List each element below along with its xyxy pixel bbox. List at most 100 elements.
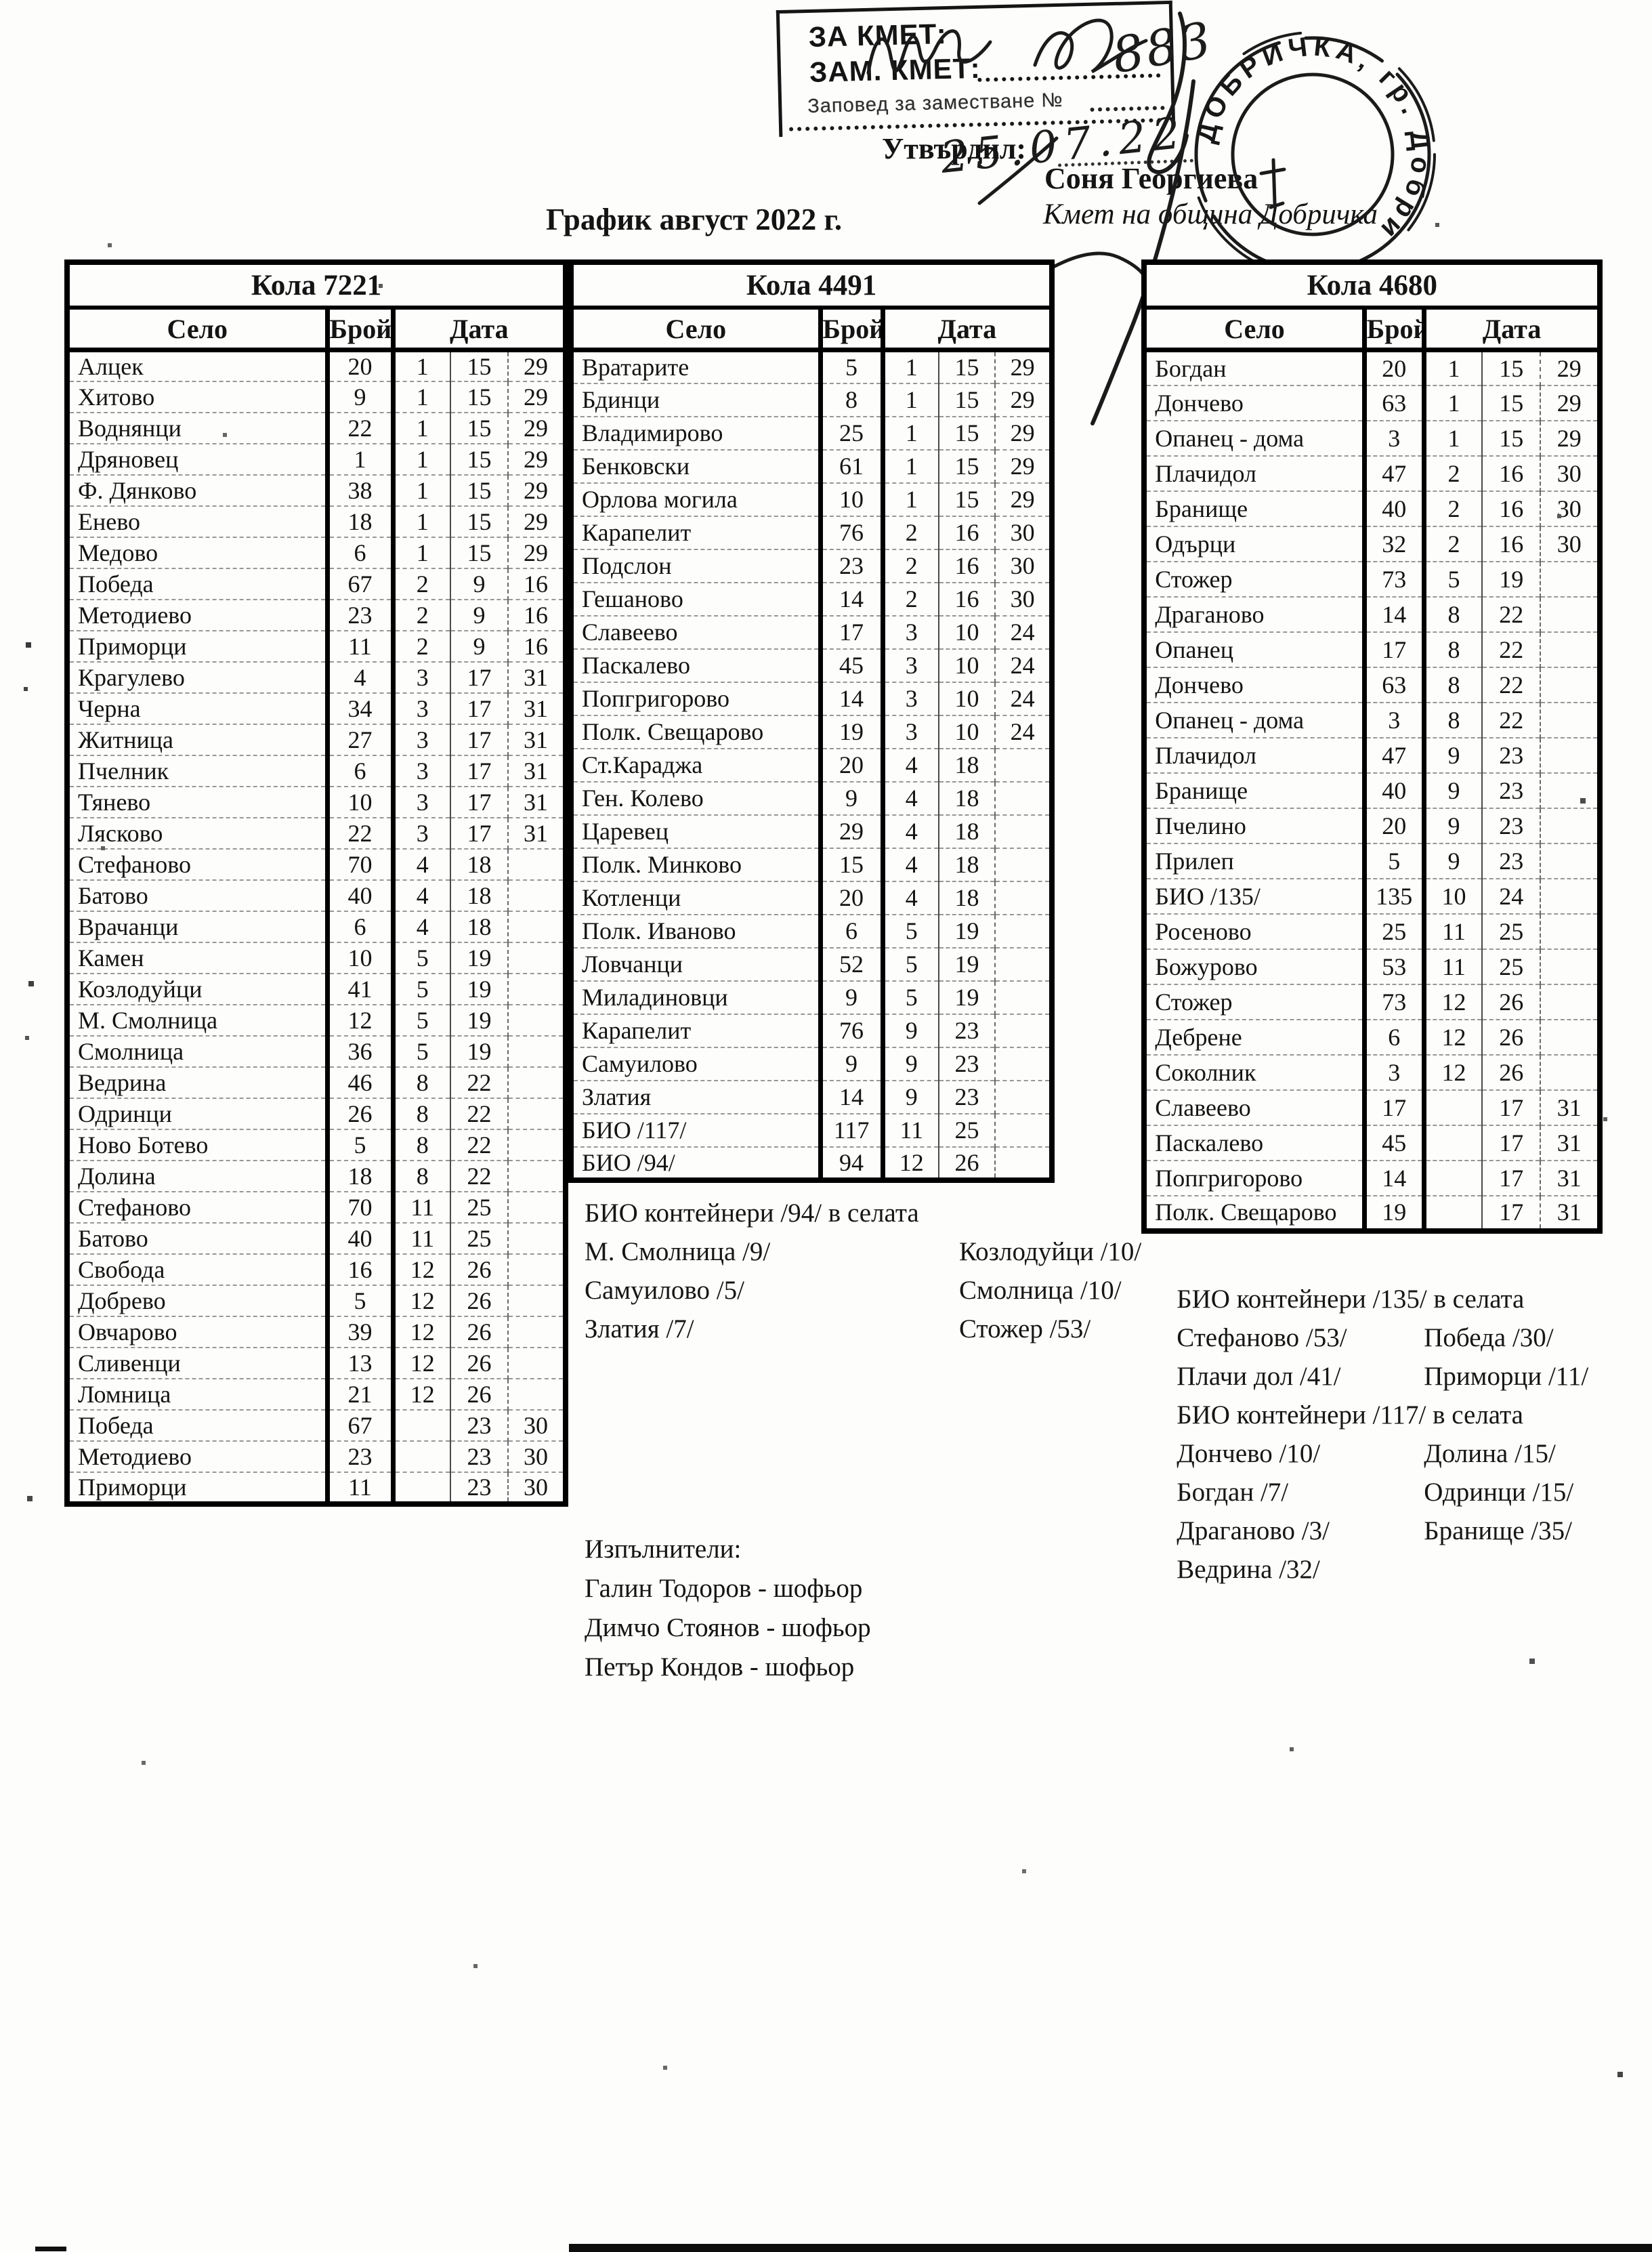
village-cell: Царевец (571, 814, 823, 848)
village-cell: Полк. Свещарово (1144, 1194, 1367, 1231)
table-row: БИО /135/135 10 24 (1144, 877, 1601, 914)
count-cell: 5 (327, 1129, 396, 1161)
table-row: Подслон 23 2 16 30 (571, 548, 1053, 583)
date2-cell: 23 (450, 1440, 509, 1472)
date2-cell: 15 (939, 415, 996, 450)
table-row: Карапелит 76 2 16 30 (571, 515, 1053, 549)
count-cell: 67 (327, 568, 396, 600)
date1-cell: 1 (883, 382, 940, 417)
column-header-count: Брой (820, 308, 885, 352)
date1-cell: 4 (883, 814, 940, 848)
column-header-count: Брой (327, 308, 396, 352)
date1-cell: 4 (883, 880, 940, 915)
note-heading: БИО контейнери /135/ в селата (1177, 1284, 1525, 1314)
count-cell: 29 (820, 814, 885, 848)
date2-cell: 22 (1482, 701, 1542, 738)
table-row: Воднянци 22 1 15 29 (67, 412, 566, 444)
date1-cell: 3 (393, 817, 451, 849)
column-header-date: Дата (393, 308, 566, 352)
date3-cell: 30 (995, 548, 1053, 583)
count-cell: 40 (1364, 772, 1426, 808)
table-row: Врачанци 6 4 18 (67, 911, 566, 942)
village-cell: Бранище (1144, 772, 1367, 808)
approved-label: Утвърдил: (882, 132, 1027, 165)
table-row: Методиево 23 2 9 16 (67, 599, 566, 631)
table-title: Кола 4491 (571, 262, 1053, 310)
table-row: Дончево 63 1 15 29 (1144, 384, 1601, 421)
date1-cell: 5 (393, 973, 451, 1005)
date3-cell: 31 (1540, 1194, 1601, 1231)
village-cell: Стефаново (67, 1191, 330, 1223)
date3-cell (508, 911, 566, 942)
date3-cell: 31 (508, 692, 566, 724)
table-row: Гешаново 14 2 16 30 (571, 581, 1053, 616)
note-pair-row: Дончево /10/Долина /15/ (1177, 1434, 1603, 1473)
table-row: Стефаново 70 11 25 (67, 1191, 566, 1223)
table-row: Бдинци 8 1 15 29 (571, 382, 1053, 417)
note-item: Самуилово /5/ (585, 1275, 744, 1305)
date3-cell (1540, 596, 1601, 632)
count-cell: 47 (1364, 455, 1426, 491)
note-item: Стефаново /53/ (1177, 1322, 1347, 1352)
date2-cell: 23 (1482, 736, 1542, 773)
village-cell: Стефаново (67, 848, 330, 880)
table-row: М. Смолница 12 5 19 (67, 1004, 566, 1036)
column-header-village: Село (571, 308, 823, 352)
date3-cell: 16 (508, 630, 566, 662)
village-cell: Ломница (67, 1378, 330, 1410)
table-row: Опанец - дома 3 8 22 (1144, 701, 1601, 738)
date3-cell (995, 913, 1053, 948)
date2-cell: 25 (450, 1222, 509, 1254)
date3-cell (1540, 948, 1601, 984)
count-cell: 41 (327, 973, 396, 1005)
date2-cell: 19 (450, 942, 509, 974)
date3-cell: 31 (1540, 1124, 1601, 1161)
table-row: Пчелино 20 9 23 (1144, 807, 1601, 843)
count-cell: 53 (1364, 948, 1426, 984)
table-row: Овчарово 39 12 26 (67, 1316, 566, 1348)
date2-cell: 16 (939, 515, 996, 549)
count-cell: 76 (820, 515, 885, 549)
date1-cell: 11 (393, 1191, 451, 1223)
date1-cell: 3 (883, 681, 940, 715)
column-header-village: Село (67, 308, 330, 352)
date1-cell: 2 (1424, 490, 1483, 526)
village-cell: Росеново (1144, 913, 1367, 949)
village-cell: Медово (67, 537, 330, 568)
village-cell: Ново Ботево (67, 1129, 330, 1161)
table-row: Ново Ботево 5 8 22 (67, 1129, 566, 1161)
count-cell: 45 (820, 648, 885, 682)
date1-cell: 1 (393, 443, 451, 475)
note-pair-row: Драганово /3/Бранище /35/ (1177, 1511, 1603, 1550)
date3-cell: 30 (995, 581, 1053, 616)
table-row: Житница 27 3 17 31 (67, 724, 566, 755)
village-cell: Сливенци (67, 1347, 330, 1379)
date2-cell: 19 (1482, 560, 1542, 597)
village-cell: Миладиновци (571, 980, 823, 1014)
village-cell: Дебрене (1144, 1018, 1367, 1055)
count-cell: 6 (1364, 1018, 1426, 1055)
date1-cell: 9 (883, 1013, 940, 1047)
date3-cell: 31 (508, 661, 566, 693)
table-row: Дебрене 6 12 26 (1144, 1018, 1601, 1055)
date1-cell: 5 (1424, 560, 1483, 597)
village-cell: Орлова могила (571, 482, 823, 516)
date3-cell (1540, 560, 1601, 597)
village-cell: Опанец - дома (1144, 701, 1367, 738)
village-cell: Паскалево (571, 648, 823, 682)
village-cell: Полк. Минково (571, 847, 823, 881)
count-cell: 27 (327, 724, 396, 755)
table-row: Смолница 36 5 19 (67, 1035, 566, 1067)
table-row: Орлова могила 10 1 15 29 (571, 482, 1053, 516)
date3-cell: 31 (1540, 1089, 1601, 1125)
date1-cell: 1 (393, 412, 451, 444)
date3-cell: 29 (508, 537, 566, 568)
count-cell: 9 (820, 780, 885, 815)
table-row: Камен 10 5 19 (67, 942, 566, 974)
date1-cell: 4 (393, 848, 451, 880)
date1-cell: 2 (883, 515, 940, 549)
date2-cell: 15 (1482, 350, 1542, 385)
note-item: Плачи дол /41/ (1177, 1361, 1341, 1391)
date1-cell: 2 (1424, 525, 1483, 562)
